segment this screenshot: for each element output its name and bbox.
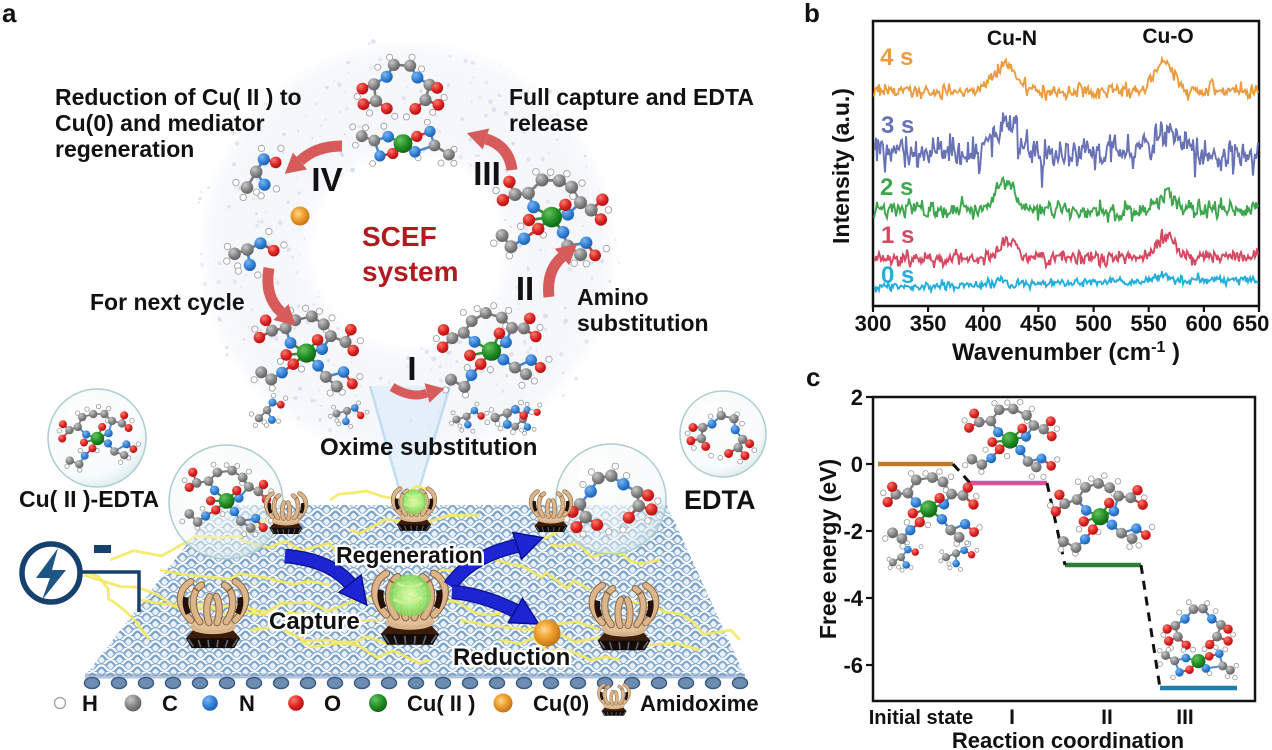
svg-text:For next cycle: For next cycle	[90, 289, 245, 315]
svg-text:Cu( II ): Cu( II )	[407, 691, 475, 716]
svg-text:Full capture and EDTA: Full capture and EDTA	[509, 84, 754, 110]
svg-text:III: III	[473, 155, 501, 192]
svg-text:-4: -4	[843, 586, 863, 611]
svg-text:Cu-O: Cu-O	[1142, 25, 1193, 48]
svg-text:-2: -2	[843, 519, 863, 544]
svg-text:a: a	[2, 0, 17, 28]
svg-text:1 s: 1 s	[881, 222, 914, 249]
svg-text:500: 500	[1075, 311, 1112, 336]
svg-text:substitution: substitution	[577, 310, 709, 336]
svg-text:release: release	[509, 110, 588, 136]
svg-text:300: 300	[855, 311, 892, 336]
svg-text:II: II	[516, 270, 534, 307]
svg-text:I: I	[1009, 706, 1015, 729]
svg-text:c: c	[806, 362, 820, 392]
svg-text:b: b	[804, 0, 820, 28]
svg-text:C: C	[162, 691, 178, 716]
svg-text:-6: -6	[843, 653, 863, 678]
svg-text:400: 400	[965, 311, 1002, 336]
svg-text:Free energy (eV): Free energy (eV)	[815, 459, 841, 639]
svg-text:Cu(0): Cu(0)	[533, 691, 589, 716]
svg-text:Oxime substitution: Oxime substitution	[320, 434, 537, 461]
svg-text:Amidoxime: Amidoxime	[640, 691, 759, 716]
svg-text:Initial state: Initial state	[869, 707, 973, 729]
svg-text:Reduction: Reduction	[453, 644, 570, 671]
svg-text:IV: IV	[311, 161, 342, 198]
svg-text:2: 2	[851, 385, 863, 410]
svg-text:Capture: Capture	[269, 608, 360, 635]
svg-text:650: 650	[1233, 311, 1270, 336]
svg-text:III: III	[1176, 706, 1194, 729]
svg-text:2 s: 2 s	[880, 174, 913, 201]
svg-text:350: 350	[910, 311, 947, 336]
svg-text:Wavenumber (cm-1 ): Wavenumber (cm-1 )	[952, 339, 1180, 366]
svg-text:Cu( II )-EDTA: Cu( II )-EDTA	[19, 486, 159, 512]
svg-text:II: II	[1101, 706, 1113, 729]
svg-text:Intensity (a.u.): Intensity (a.u.)	[828, 88, 854, 244]
svg-text:SCEF: SCEF	[362, 221, 437, 252]
svg-text:I: I	[407, 350, 416, 387]
svg-text:H: H	[82, 691, 98, 716]
svg-text:Cu(0) and mediator: Cu(0) and mediator	[55, 110, 265, 136]
svg-text:Cu-N: Cu-N	[987, 27, 1037, 50]
svg-text:system: system	[362, 256, 459, 287]
svg-text:Amino: Amino	[577, 284, 649, 310]
svg-text:O: O	[324, 691, 341, 716]
svg-text:regeneration: regeneration	[55, 136, 194, 162]
svg-text:550: 550	[1130, 311, 1167, 336]
svg-text:4 s: 4 s	[880, 44, 913, 71]
svg-text:Reaction coordination: Reaction coordination	[952, 728, 1184, 750]
svg-text:Regeneration: Regeneration	[336, 542, 483, 568]
svg-text:EDTA: EDTA	[684, 485, 756, 515]
svg-text:0 s: 0 s	[881, 262, 914, 289]
svg-text:600: 600	[1186, 311, 1223, 336]
svg-text:3 s: 3 s	[881, 112, 914, 139]
svg-text:Reduction of Cu( II ) to: Reduction of Cu( II ) to	[55, 84, 302, 110]
svg-text:450: 450	[1020, 311, 1057, 336]
svg-text:N: N	[239, 691, 255, 716]
svg-text:0: 0	[851, 452, 863, 477]
